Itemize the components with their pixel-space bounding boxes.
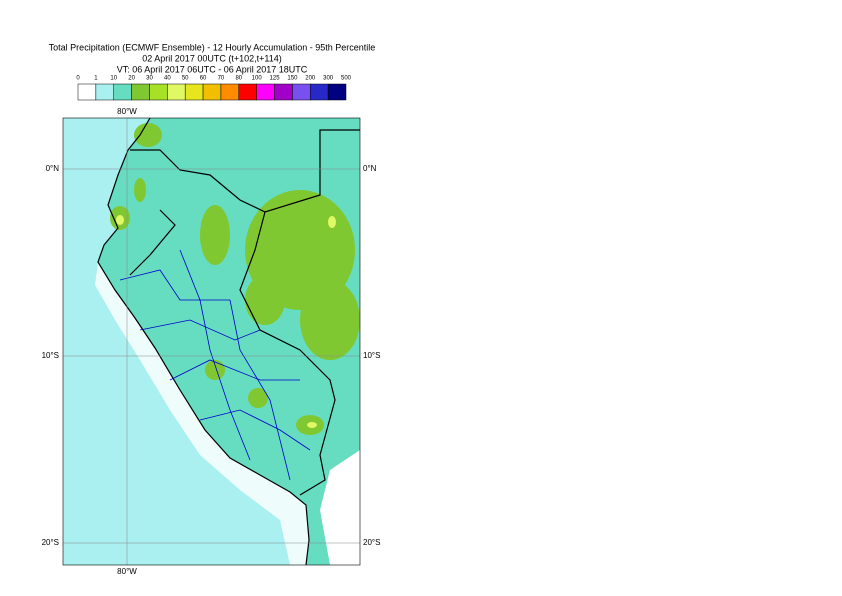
legend-swatch xyxy=(149,83,168,101)
lat-label: 20°S xyxy=(42,538,59,547)
legend-label: 200 xyxy=(305,76,316,82)
title: Total Precipitation (ECMWF Ensemble) - 1… xyxy=(49,42,376,52)
legend-swatch xyxy=(238,83,257,101)
country-borders xyxy=(97,118,360,565)
rain-patches xyxy=(110,123,360,435)
legend-swatch xyxy=(113,83,132,101)
lon-label: 80°W xyxy=(117,567,137,576)
legend-swatch xyxy=(167,83,186,101)
lat-label: 10°S xyxy=(363,351,380,360)
legend-swatch xyxy=(220,83,240,101)
legend-swatch xyxy=(292,83,311,101)
legend-label: 1 xyxy=(94,76,98,82)
legend-label: 30 xyxy=(146,76,153,82)
legend-label: 80 xyxy=(235,76,242,82)
legend-swatch xyxy=(274,83,293,101)
subtitle: 02 April 2017 00UTC (t+102,t+114) xyxy=(142,53,281,63)
legend-label: 10 xyxy=(110,76,117,82)
legend-swatch xyxy=(95,83,114,101)
lat-label: 0°N xyxy=(363,164,377,173)
legend-label: 300 xyxy=(323,76,334,82)
legend-label: 125 xyxy=(270,76,281,82)
dry-south xyxy=(320,450,360,565)
rain-cores xyxy=(116,215,336,428)
dry-coast xyxy=(95,262,309,565)
legend-label: 60 xyxy=(200,76,207,82)
legend-label: 70 xyxy=(218,76,225,82)
legend-label: 0 xyxy=(76,76,80,82)
lat-label: 10°S xyxy=(42,351,59,360)
lat-label: 0°N xyxy=(46,164,60,173)
legend-swatch xyxy=(256,83,275,101)
lat-label: 20°S xyxy=(363,538,380,547)
legend-label: 150 xyxy=(287,76,298,82)
legend-swatch xyxy=(184,83,204,101)
legend-label: 50 xyxy=(182,76,189,82)
legend-label: 500 xyxy=(341,76,352,82)
legend-label: 100 xyxy=(252,76,263,82)
legend-label: 40 xyxy=(164,76,171,82)
valid-time: VT: 06 April 2017 06UTC - 06 April 2017 … xyxy=(117,64,308,74)
lon-label: 80°W xyxy=(117,107,137,116)
map-area xyxy=(63,118,360,565)
legend-swatch xyxy=(327,83,347,101)
department-borders xyxy=(119,249,311,481)
legend-swatch xyxy=(202,83,222,101)
legend-swatch xyxy=(131,83,150,101)
legend-swatch xyxy=(77,83,97,101)
legend-label: 20 xyxy=(128,76,135,82)
legend: 0 1 10 20 30 40 50 60 70 80 100 125 150 200 300 500 xyxy=(76,76,352,101)
map-frame xyxy=(62,117,361,566)
legend-swatch xyxy=(310,83,329,101)
